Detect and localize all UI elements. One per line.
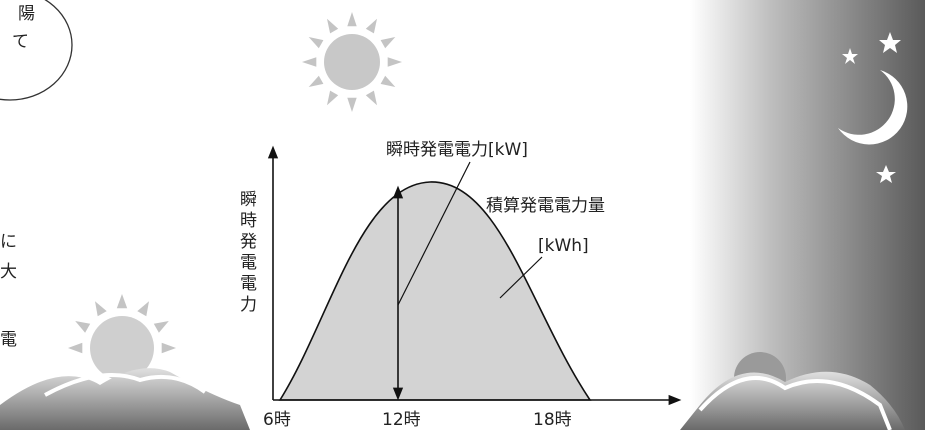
side-text: 大: [0, 262, 17, 282]
integrated-label: 積算発電電力量: [486, 196, 605, 216]
sun-ray: [302, 57, 317, 67]
sun-ray: [308, 37, 324, 49]
leader-line: [397, 161, 471, 306]
sunrise-icon: [0, 294, 250, 430]
sun-ray: [387, 57, 402, 67]
bubble-line: て: [12, 32, 29, 52]
sun-ray: [137, 301, 149, 317]
sun-ray: [68, 342, 83, 354]
generation-curve: [278, 181, 592, 401]
integrated-unit: [kWh]: [538, 236, 589, 256]
x-label: 6時: [263, 410, 291, 430]
sun-ray: [347, 97, 357, 112]
x-label: 18時: [533, 410, 572, 430]
sun-ray: [365, 18, 377, 34]
sun-ray: [380, 75, 396, 87]
sun-ray: [75, 321, 91, 333]
speech-bubble: [0, 0, 73, 101]
sun-icon: [302, 12, 402, 112]
side-text: 電: [0, 330, 17, 350]
night-panel: [680, 0, 925, 430]
sun-ray: [327, 18, 339, 34]
side-text: に: [0, 232, 17, 252]
sun-ray: [327, 90, 339, 106]
sun-ray: [161, 342, 176, 354]
sun-ray: [116, 294, 128, 309]
instant-label: 瞬時発電電力[kW]: [386, 140, 528, 160]
sun-ray: [308, 75, 324, 87]
generation-graph: 瞬時発電電力 瞬時発電電力[kW] 積算発電電力量 [kWh] 6時 12時 1…: [236, 140, 682, 430]
sun-ray: [365, 90, 377, 106]
sun-ray: [347, 12, 357, 27]
bubble-line: 陽: [18, 4, 35, 24]
sun-ray: [95, 301, 107, 317]
y-axis-label: 瞬時発電電力: [236, 190, 257, 316]
x-label: 12時: [382, 410, 421, 430]
leader-line: [499, 256, 543, 299]
sun-ray: [380, 37, 396, 49]
sun-ray: [153, 321, 169, 333]
